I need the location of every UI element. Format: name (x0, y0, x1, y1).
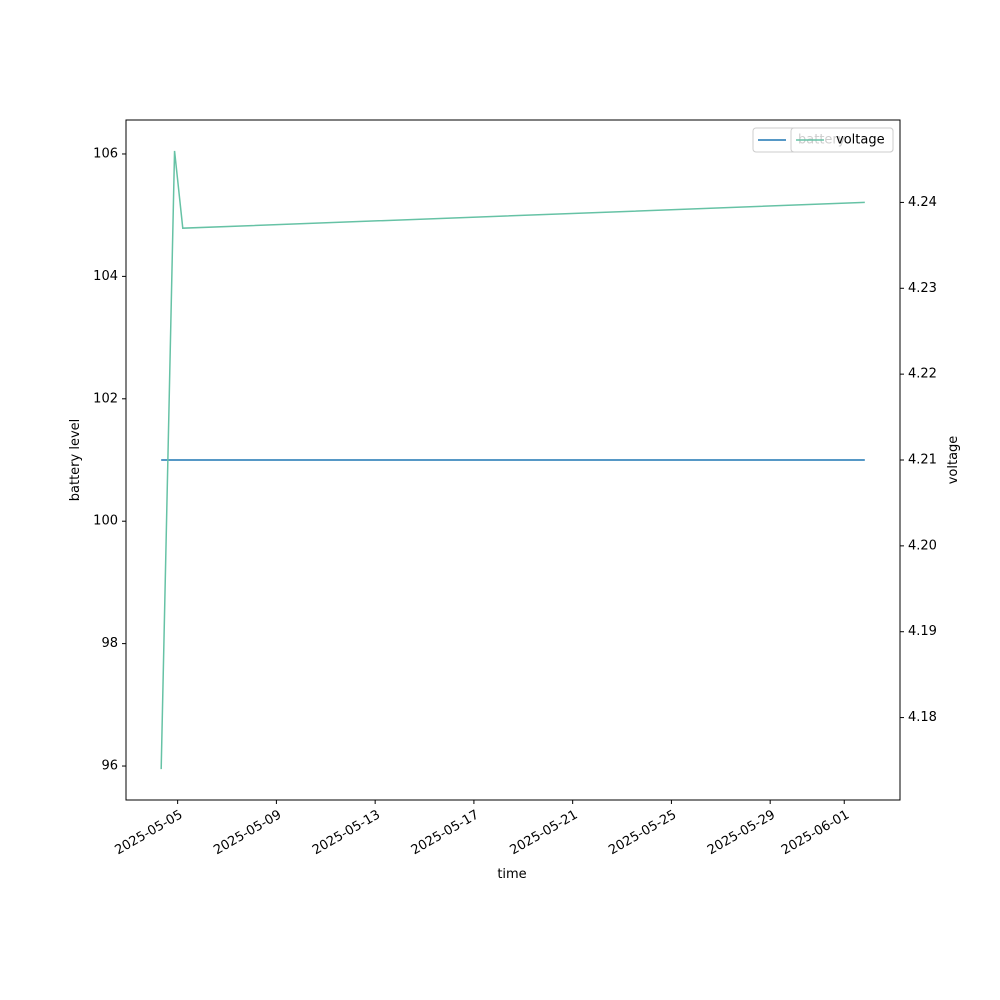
x-axis-label: time (497, 867, 526, 882)
y-tick-label: 106 (93, 146, 118, 161)
y2-tick-label: 4.20 (908, 538, 937, 553)
y2-tick-label: 4.18 (908, 710, 937, 725)
y-tick-label: 104 (93, 269, 118, 284)
y2-tick-label: 4.21 (908, 453, 937, 468)
y2-tick-label: 4.24 (908, 195, 937, 210)
y2-axis-label: voltage (946, 436, 961, 485)
y-tick-label: 100 (93, 514, 118, 529)
x-tick-label: 2025-05-05 (112, 808, 185, 859)
y-axis-label: battery level (68, 419, 83, 502)
y-tick-label: 96 (101, 759, 118, 774)
x-tick-label: 2025-05-09 (211, 808, 284, 859)
legend-label: voltage (836, 133, 885, 148)
y2-tick-label: 4.19 (908, 624, 937, 639)
x-tick-label: 2025-05-17 (409, 808, 482, 859)
y-tick-label: 102 (93, 391, 118, 406)
y-tick-label: 98 (101, 636, 118, 651)
x-tick-label: 2025-05-29 (705, 808, 778, 859)
x-tick-label: 2025-05-21 (507, 808, 580, 859)
x-tick-label: 2025-05-25 (606, 808, 679, 859)
legend-box (790, 127, 894, 153)
y2-tick-label: 4.22 (908, 367, 937, 382)
x-tick-label: 2025-06-01 (779, 808, 852, 859)
x-tick-label: 2025-05-13 (310, 808, 383, 859)
y2-tick-label: 4.23 (908, 281, 937, 296)
series-line (160, 150, 865, 770)
